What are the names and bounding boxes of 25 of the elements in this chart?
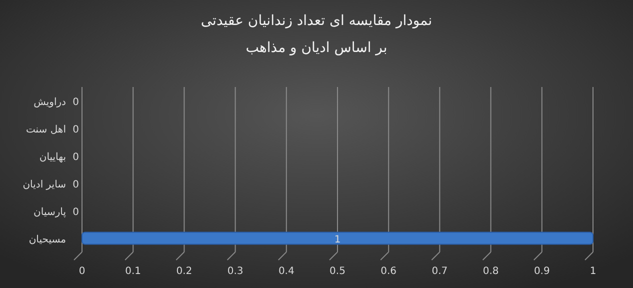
- data-label: 0: [72, 96, 79, 108]
- x-tick-label: 0.7: [432, 266, 448, 277]
- x-tick-label: 0.5: [330, 266, 346, 277]
- x-tick-label: 0.4: [278, 266, 294, 277]
- x-tick-label: 0.2: [176, 266, 192, 277]
- x-tick-label: 0.3: [227, 266, 244, 277]
- y-tick-label: دراویش: [34, 96, 66, 108]
- data-label: 1: [334, 234, 341, 246]
- y-tick-label: پارسیان: [34, 206, 66, 218]
- data-label: 0: [72, 152, 79, 163]
- data-label: 0: [72, 179, 79, 190]
- x-tick-label: 0: [78, 266, 86, 277]
- y-tick-label: اهل سنت: [26, 124, 66, 136]
- x-tick-label: 0.1: [125, 266, 142, 277]
- data-label: 0: [72, 124, 79, 136]
- x-tick-label: 1: [590, 266, 596, 277]
- y-tick-label: مسیحیان: [28, 234, 66, 246]
- data-label: 0: [72, 206, 79, 218]
- y-tick-label: بهاییان: [39, 152, 66, 163]
- y-tick-label: سایر ادیان: [22, 179, 66, 190]
- chart-subtitle: بر اساس ادیان و مذاهب: [246, 40, 388, 56]
- x-tick-label: 0.6: [380, 266, 397, 277]
- x-tick-label: 0.8: [482, 266, 499, 277]
- chart-title: نمودار مقایسه ای تعداد زندانیان عقیدتی: [200, 13, 432, 29]
- x-tick-label: 0.9: [534, 266, 550, 277]
